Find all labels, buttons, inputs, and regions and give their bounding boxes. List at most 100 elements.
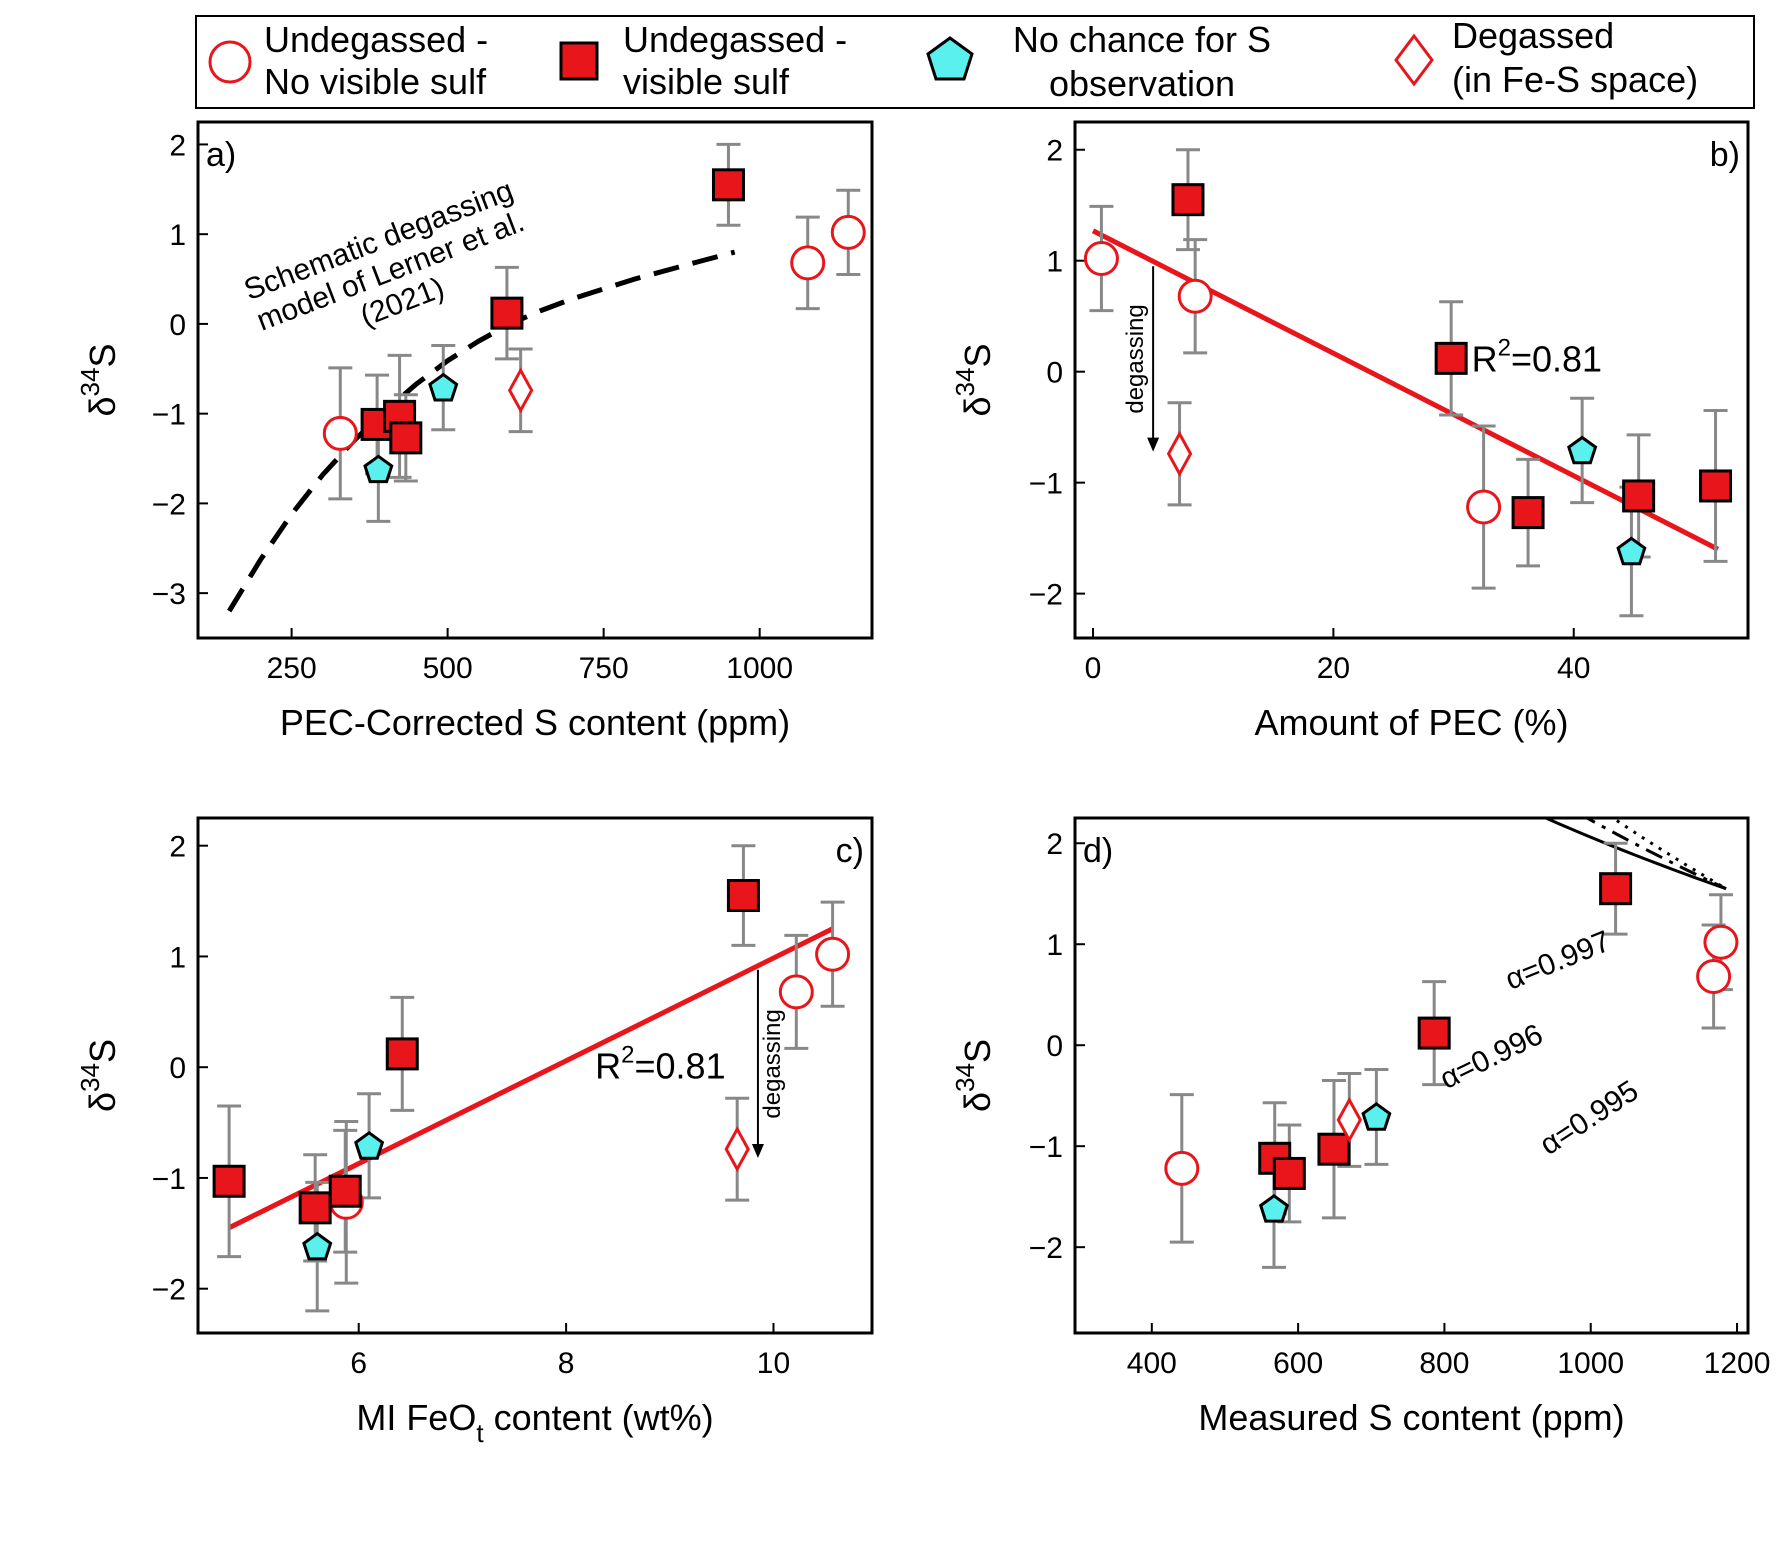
- degassing-arrow-head-b: [1147, 437, 1160, 452]
- data-point-d-2: [1703, 924, 1739, 960]
- x-tick-label-a-500: 500: [423, 652, 473, 685]
- y-tick-label-a--3: −3: [152, 578, 186, 611]
- data-point-c-6: [385, 1037, 419, 1071]
- y-axis-label-sup-b: 34: [950, 368, 980, 397]
- r-squared-value-b: =0.81: [1511, 339, 1602, 380]
- r-squared-label-b: R2=0.81: [1472, 335, 1602, 380]
- data-point-c-2: [815, 936, 851, 972]
- data-point-a-9: [428, 372, 459, 402]
- x-tick-label-d-1000: 1000: [1557, 1347, 1624, 1380]
- data-point-d-10: [1336, 1096, 1363, 1144]
- x-tick-label-d-400: 400: [1127, 1347, 1177, 1380]
- panel-label-a: a): [206, 136, 236, 174]
- y-tick-label-d-2: 2: [1046, 828, 1063, 861]
- data-point-a-5: [389, 421, 423, 455]
- x-tick-label-b-0: 0: [1085, 652, 1102, 685]
- data-point-c-5: [328, 1174, 362, 1208]
- y-tick-label-c-1: 1: [169, 941, 186, 974]
- y-tick-label-c--1: −1: [152, 1163, 186, 1196]
- legend-marker-degassed: [1394, 33, 1434, 87]
- legend-label-no-chance-line2: observation: [1049, 63, 1235, 104]
- y-tick-label-a--2: −2: [152, 488, 186, 521]
- data-point-c-1: [778, 974, 814, 1010]
- panel-d: 400 600 800 1000 1200 −2 −1 0 1 2 Measured S conte…: [950, 816, 1770, 1438]
- y-axis-label-a: δ34S: [75, 344, 123, 417]
- x-axis-label-sub-c: t: [476, 1418, 484, 1448]
- y-axis-label-sup-c: 34: [75, 1063, 105, 1092]
- data-point-b-2: [1466, 489, 1502, 525]
- y-tick-label-a-0: 0: [169, 309, 186, 342]
- panel-a: 250 500 750 1000 −3 −2 −1 0 1 2 PEC-Corrected S co…: [75, 120, 874, 743]
- x-tick-label-c-10: 10: [757, 1347, 790, 1380]
- data-point-b-3: [1171, 183, 1205, 217]
- fractionation-curve-0: [1542, 818, 1727, 891]
- y-tick-label-d-0: 0: [1046, 1030, 1063, 1063]
- y-axis-label-b: δ34S: [950, 344, 998, 417]
- plot-frame-b: [1073, 120, 1750, 640]
- data-point-d-1: [1696, 959, 1732, 995]
- legend-label-degassed-line2: (in Fe-S space): [1452, 59, 1698, 100]
- data-point-b-6: [1622, 479, 1656, 513]
- x-tick-label-b-40: 40: [1557, 652, 1590, 685]
- model-annotation: Schematic degassingmodel of Lerner et al…: [240, 174, 542, 369]
- x-axis-label-d: Measured S content (ppm): [1198, 1397, 1624, 1438]
- data-point-d-9: [1361, 1102, 1392, 1131]
- data-point-b-8: [1567, 435, 1598, 465]
- data-point-b-5: [1511, 496, 1545, 530]
- data-point-b-4: [1434, 341, 1468, 375]
- y-tick-label-d--2: −2: [1029, 1232, 1063, 1265]
- data-point-a-10: [507, 367, 534, 414]
- x-tick-label-a-750: 750: [579, 652, 629, 685]
- y-axis-label-s-c: S: [82, 1039, 123, 1063]
- r-squared-sup-c: 2: [621, 1041, 634, 1068]
- x-tick-label-a-250: 250: [267, 652, 317, 685]
- legend-label-undegassed-visible-sulf-line2: visible sulf: [623, 61, 790, 102]
- x-tick-label-c-8: 8: [558, 1347, 575, 1380]
- y-axis-label-s-a: S: [82, 344, 123, 368]
- y-tick-label-c-0: 0: [169, 1052, 186, 1085]
- alpha-label-0: α=0.997: [1501, 925, 1615, 997]
- y-axis-label-delta-b: δ: [957, 396, 998, 416]
- data-point-c-9: [354, 1130, 385, 1160]
- legend: Undegassed - No visible sulf Undegassed …: [195, 15, 1755, 109]
- y-tick-label-b-0: 0: [1046, 357, 1063, 390]
- r-squared-label-c: R2=0.81: [595, 1041, 725, 1086]
- y-axis-label-d: δ34S: [950, 1039, 998, 1112]
- y-tick-label-a-2: 2: [169, 129, 186, 162]
- data-point-a-6: [490, 296, 524, 330]
- y-axis-label-delta-a: δ: [82, 396, 123, 416]
- data-point-d-7: [1599, 872, 1633, 906]
- degassing-arrow-head-c: [751, 1144, 764, 1159]
- r-squared-r-c: R: [595, 1045, 621, 1086]
- x-tick-label-b-20: 20: [1317, 652, 1350, 685]
- panel-label-c: c): [836, 832, 864, 870]
- alpha-label-2: α=0.995: [1534, 1074, 1644, 1162]
- y-axis-label-s-b: S: [957, 344, 998, 368]
- data-point-a-2: [830, 214, 866, 250]
- data-point-b-0: [1083, 240, 1119, 276]
- y-tick-label-c--2: −2: [152, 1274, 186, 1307]
- y-tick-label-b-2: 2: [1046, 135, 1063, 168]
- plot-frame-d: [1073, 816, 1750, 1335]
- data-point-b-7: [1699, 469, 1733, 503]
- data-point-c-7: [726, 879, 760, 913]
- y-axis-label-s-d: S: [957, 1039, 998, 1063]
- data-point-d-6: [1417, 1016, 1451, 1050]
- r-squared-r-b: R: [1472, 339, 1498, 380]
- y-axis-label-c: δ34S: [75, 1039, 123, 1112]
- x-axis-label-main-c: MI FeO: [356, 1397, 476, 1438]
- plot-frame-a: [196, 120, 874, 640]
- fractionation-curve-1: [1584, 818, 1727, 891]
- plot-frame-c: [196, 816, 874, 1335]
- y-axis-label-sup-a: 34: [75, 368, 105, 397]
- data-point-b-10: [1166, 430, 1193, 477]
- y-tick-label-b-1: 1: [1046, 246, 1063, 279]
- y-axis-label-delta-d: δ: [957, 1092, 998, 1112]
- lines-a: [227, 249, 736, 613]
- y-axis-label-sup-d: 34: [950, 1063, 980, 1092]
- y-tick-label-b--1: −1: [1029, 468, 1063, 501]
- data-point-a-7: [711, 168, 745, 202]
